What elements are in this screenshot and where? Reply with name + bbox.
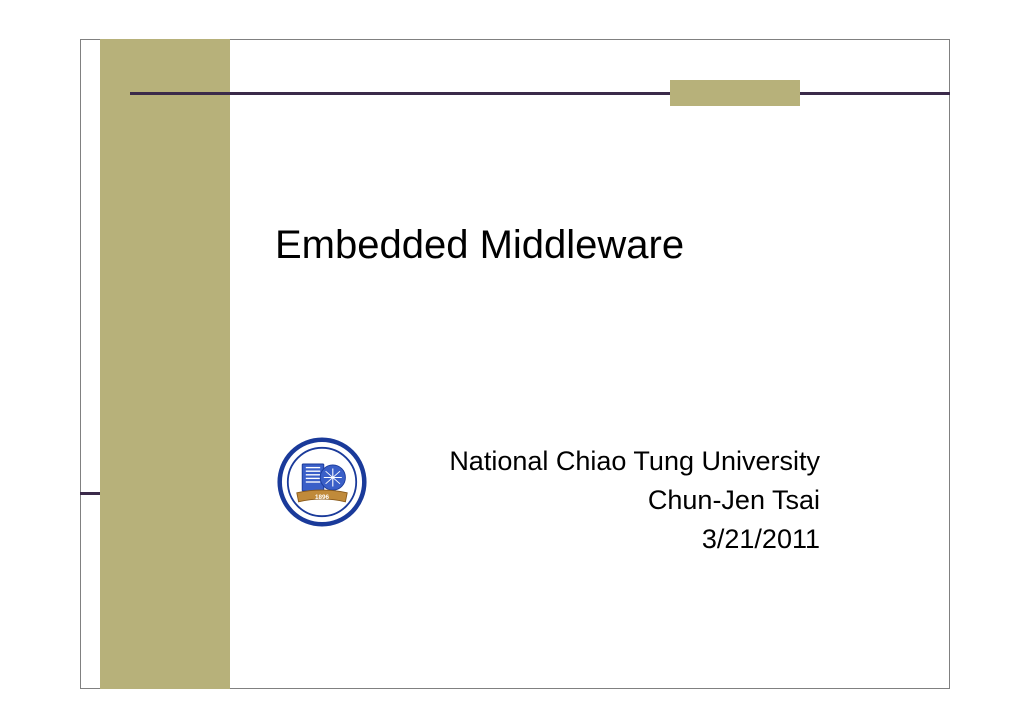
sidebar-decoration bbox=[100, 39, 230, 689]
university-name: National Chiao Tung University bbox=[449, 442, 820, 481]
slide-date: 3/21/2011 bbox=[449, 520, 820, 559]
author-name: Chun-Jen Tsai bbox=[449, 481, 820, 520]
left-tick-decoration bbox=[80, 492, 100, 495]
university-logo-icon: 1896 bbox=[277, 437, 367, 527]
subtitle-block: National Chiao Tung University Chun-Jen … bbox=[449, 442, 820, 559]
accent-bar bbox=[670, 80, 800, 106]
top-rule bbox=[130, 92, 950, 95]
svg-text:1896: 1896 bbox=[315, 494, 330, 501]
slide-title: Embedded Middleware bbox=[275, 223, 684, 268]
